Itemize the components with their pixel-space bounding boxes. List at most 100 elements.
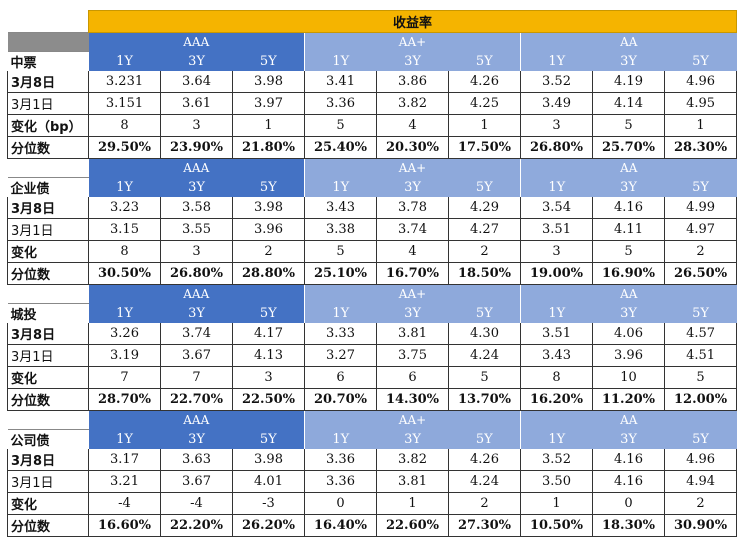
- value-cell: 3.43: [520, 344, 593, 367]
- value-cell: 23.90%: [160, 136, 233, 159]
- value-cell: -4: [160, 492, 233, 515]
- value-cell: 6: [376, 366, 449, 389]
- value-cell: 3.41: [304, 71, 377, 93]
- value-cell: 3.51: [520, 323, 593, 345]
- value-cell: 4.24: [448, 470, 521, 493]
- value-cell: 3.55: [160, 218, 233, 241]
- value-cell: 3.33: [304, 323, 377, 345]
- section-header-tenors: 城投 1Y 3Y 5Y 1Y 3Y 5Y 1Y 3Y 5Y: [7, 303, 737, 323]
- value-cell: 4.51: [663, 344, 738, 367]
- section-header-tenors: 企业债 1Y 3Y 5Y 1Y 3Y 5Y 1Y 3Y 5Y: [7, 177, 737, 197]
- section-header-groups: AAA AA+ AA: [7, 410, 737, 430]
- value-cell: 3.17: [88, 449, 161, 471]
- value-cell: 4.16: [592, 470, 665, 493]
- value-cell: 5: [304, 240, 377, 263]
- value-cell: 16.70%: [376, 262, 449, 285]
- rating-group-label: AAA: [88, 32, 305, 52]
- value-cell: 3.96: [232, 218, 305, 241]
- value-cell: 3.43: [304, 197, 377, 219]
- table-row: 3月1日 3.21 3.67 4.01 3.36 3.81 4.24 3.50 4.16 4.94: [7, 470, 738, 493]
- value-cell: 28.80%: [232, 262, 305, 285]
- tenor-label: 3Y: [376, 177, 449, 197]
- row-label: 3月1日: [7, 344, 89, 367]
- value-cell: 3: [232, 366, 305, 389]
- table-row: 分位数 30.50% 26.80% 28.80% 25.10% 16.70% 18.50% 1…: [7, 262, 738, 285]
- tenor-label: 1Y: [304, 51, 377, 71]
- tenor-label: 5Y: [664, 429, 737, 449]
- value-cell: 12.00%: [663, 388, 738, 411]
- row-label: 变化: [7, 240, 89, 263]
- value-cell: 8: [88, 240, 161, 263]
- value-cell: 3.151: [88, 92, 161, 115]
- value-cell: 4.95: [663, 92, 738, 115]
- value-cell: 4.99: [663, 197, 738, 219]
- value-cell: 27.30%: [448, 514, 521, 537]
- value-cell: 3.36: [304, 470, 377, 493]
- value-cell: 4.94: [663, 470, 738, 493]
- value-cell: 30.90%: [663, 514, 738, 537]
- rating-group-label: AA+: [304, 284, 521, 304]
- table-row: 分位数 28.70% 22.70% 22.50% 20.70% 14.30% 13.70% 1…: [7, 388, 738, 411]
- value-cell: 16.60%: [88, 514, 161, 537]
- table-title: 收益率: [87, 10, 738, 33]
- section-name: 企业债: [7, 177, 89, 197]
- row-label: 3月1日: [7, 470, 89, 493]
- row-label: 3月8日: [7, 323, 89, 345]
- value-cell: 7: [160, 366, 233, 389]
- value-cell: 8: [88, 114, 161, 137]
- value-cell: 13.70%: [448, 388, 521, 411]
- value-cell: 0: [304, 492, 377, 515]
- value-cell: 4.11: [592, 218, 665, 241]
- value-cell: 3.75: [376, 344, 449, 367]
- value-cell: 3.52: [520, 449, 593, 471]
- value-cell: 3.231: [88, 71, 161, 93]
- row-label: 分位数: [7, 136, 89, 159]
- tenor-label: 5Y: [232, 429, 305, 449]
- section-name: 城投: [7, 303, 89, 323]
- value-cell: 3.54: [520, 197, 593, 219]
- value-cell: 3.50: [520, 470, 593, 493]
- value-cell: 22.20%: [160, 514, 233, 537]
- value-cell: 3.64: [160, 71, 233, 93]
- value-cell: 10.50%: [520, 514, 593, 537]
- section-header-tenors: 中票 1Y 3Y 5Y 1Y 3Y 5Y 1Y 3Y 5Y: [7, 51, 737, 71]
- yield-table-container: 收益率 AAA AA+ AA 中票 1Y 3Y 5Y 1Y 3Y 5Y 1Y 3Y 5Y 3月8日 3.23…: [7, 10, 738, 537]
- value-cell: 2: [448, 240, 521, 263]
- rating-group-label: AA: [519, 32, 737, 52]
- tenor-label: 3Y: [160, 303, 233, 323]
- row-label: 分位数: [7, 262, 89, 285]
- table-row: 3月8日 3.231 3.64 3.98 3.41 3.86 4.26 3.52 4.19 4.9…: [7, 71, 738, 93]
- value-cell: 3.86: [376, 71, 449, 93]
- value-cell: 3.82: [376, 92, 449, 115]
- value-cell: 0: [592, 492, 665, 515]
- row-label: 变化: [7, 366, 89, 389]
- value-cell: 3.51: [520, 218, 593, 241]
- value-cell: 29.50%: [88, 136, 161, 159]
- value-cell: 4.96: [663, 449, 738, 471]
- row-label: 3月8日: [7, 71, 89, 93]
- value-cell: 19.00%: [520, 262, 593, 285]
- value-cell: 3: [160, 114, 233, 137]
- tenor-label: 5Y: [448, 177, 521, 197]
- value-cell: 26.80%: [160, 262, 233, 285]
- value-cell: 4: [376, 240, 449, 263]
- value-cell: 25.40%: [304, 136, 377, 159]
- tenor-label: 3Y: [592, 429, 665, 449]
- table-row: 变化 8 3 2 5 4 2 3 5 2: [7, 240, 738, 263]
- tenor-label: 1Y: [304, 429, 377, 449]
- section-name: 公司债: [7, 429, 89, 449]
- rating-group-label: AA+: [304, 410, 521, 430]
- value-cell: 4.13: [232, 344, 305, 367]
- value-cell: 4.17: [232, 323, 305, 345]
- value-cell: 4.19: [592, 71, 665, 93]
- tenor-label: 5Y: [664, 177, 737, 197]
- table-row: 3月8日 3.26 3.74 4.17 3.33 3.81 4.30 3.51 4.06 4.57: [7, 323, 738, 345]
- row-label: 分位数: [7, 514, 89, 537]
- yield-table: 收益率 AAA AA+ AA 中票 1Y 3Y 5Y 1Y 3Y 5Y 1Y 3Y 5Y 3月8日 3.23…: [7, 10, 738, 537]
- value-cell: 3.36: [304, 92, 377, 115]
- section-header-corner: [7, 32, 89, 52]
- value-cell: 3.96: [592, 344, 665, 367]
- value-cell: 2: [232, 240, 305, 263]
- value-cell: 21.80%: [232, 136, 305, 159]
- value-cell: 18.30%: [592, 514, 665, 537]
